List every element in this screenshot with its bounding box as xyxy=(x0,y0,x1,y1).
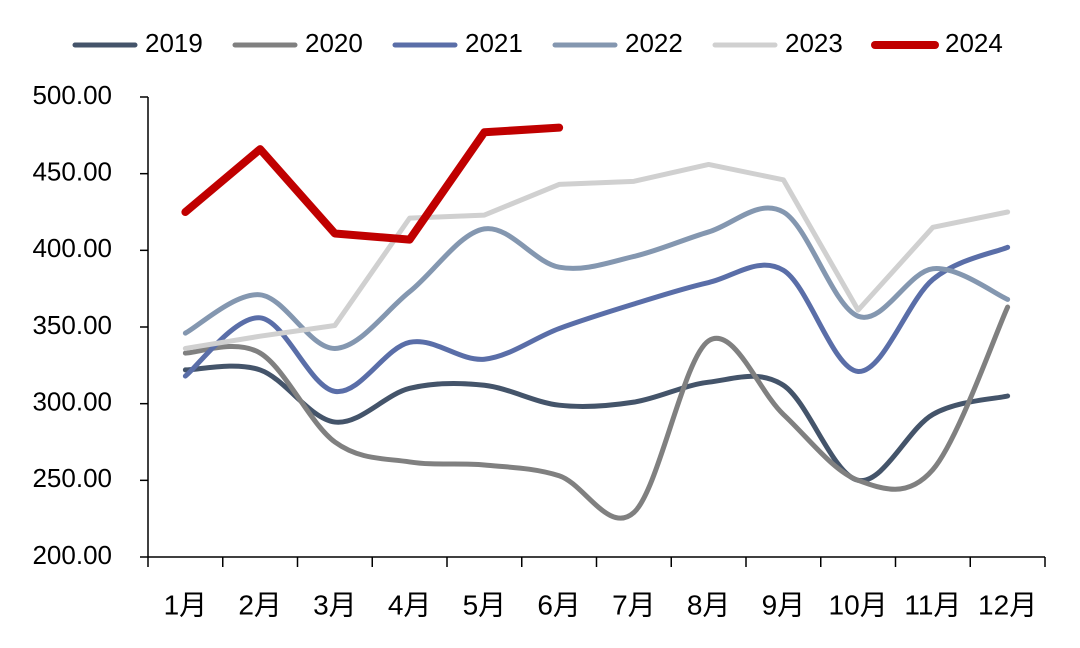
legend-label: 2021 xyxy=(465,28,523,58)
legend-label: 2020 xyxy=(305,28,363,58)
y-tick-label: 300.00 xyxy=(32,387,112,417)
x-tick-label: 11月 xyxy=(904,589,961,620)
legend-label: 2024 xyxy=(945,28,1003,58)
series-line xyxy=(182,244,1011,394)
x-tick-label: 10月 xyxy=(829,589,888,620)
series-line xyxy=(182,304,1011,521)
x-tick-label: 8月 xyxy=(687,589,731,620)
series-line xyxy=(181,123,564,244)
x-tick-label: 5月 xyxy=(463,589,507,620)
x-tick-label: 9月 xyxy=(762,589,806,620)
legend-label: 2022 xyxy=(625,28,683,58)
x-tick-label: 6月 xyxy=(537,589,581,620)
legend-label: 2023 xyxy=(785,28,843,58)
series-line xyxy=(182,363,1011,483)
series-line xyxy=(182,161,1011,351)
legend-label: 2019 xyxy=(145,28,203,58)
series-line xyxy=(182,205,1011,351)
y-tick-label: 200.00 xyxy=(32,540,112,570)
y-tick-label: 500.00 xyxy=(32,80,112,110)
x-tick-label: 12月 xyxy=(978,589,1037,620)
y-tick-label: 400.00 xyxy=(32,233,112,263)
y-tick-label: 450.00 xyxy=(32,157,112,187)
y-tick-label: 250.00 xyxy=(32,463,112,493)
x-tick-label: 7月 xyxy=(612,589,656,620)
x-tick-label: 3月 xyxy=(313,589,357,620)
x-tick-label: 1月 xyxy=(164,589,208,620)
x-tick-label: 4月 xyxy=(388,589,432,620)
x-tick-label: 2月 xyxy=(238,589,282,620)
y-tick-label: 350.00 xyxy=(32,310,112,340)
